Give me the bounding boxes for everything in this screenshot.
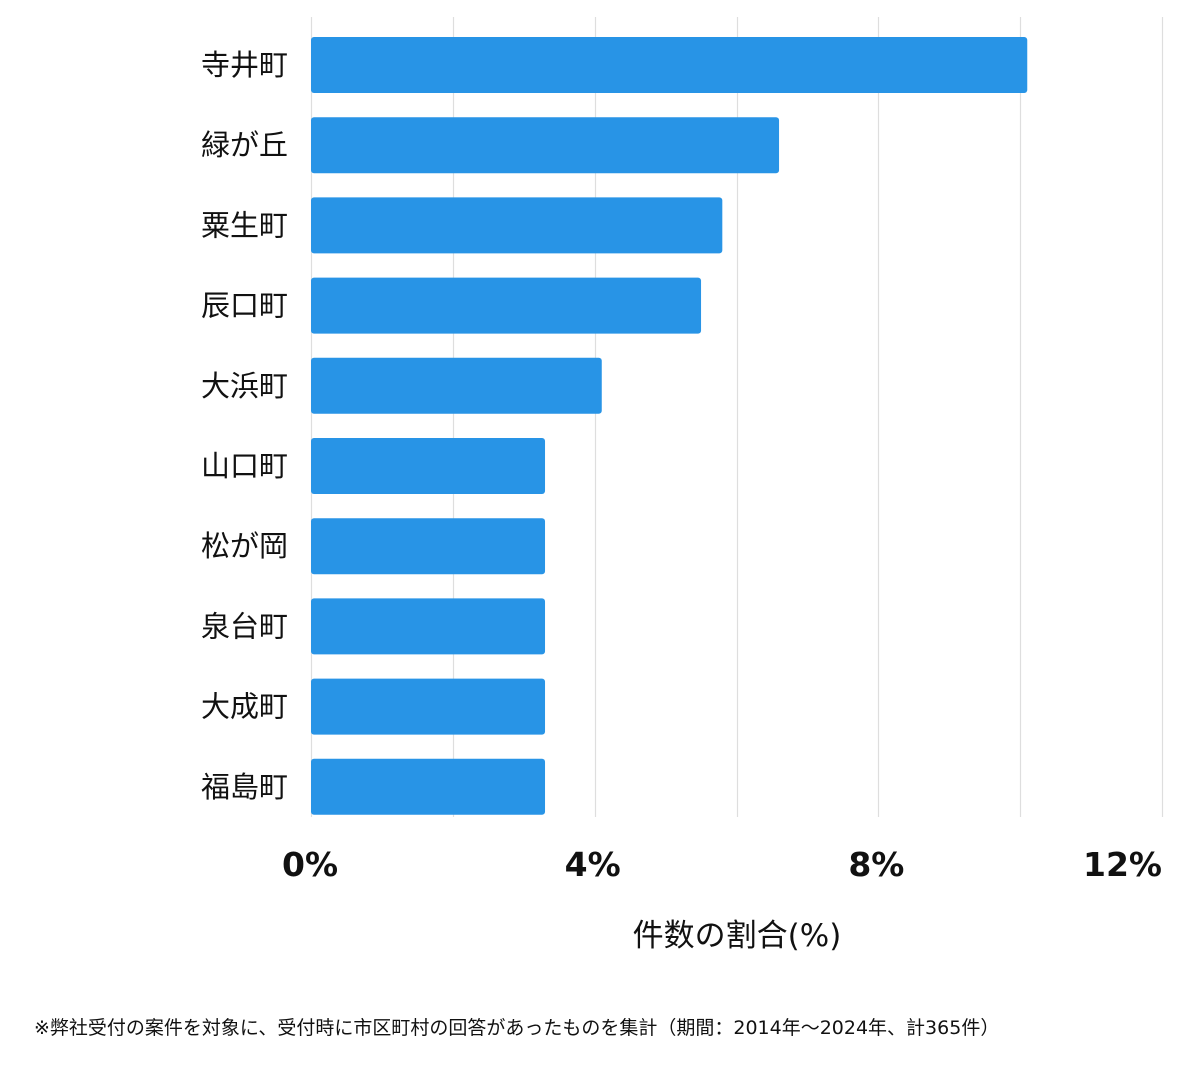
category-label: 山口町 (201, 449, 288, 483)
x-tick-label: 0% (282, 845, 338, 884)
x-tick-label: 12% (1083, 845, 1162, 884)
category-label: 大浜町 (201, 369, 288, 403)
bar (311, 117, 780, 174)
category-label: 緑が丘 (201, 128, 288, 162)
x-tick-label: 8% (848, 845, 904, 884)
category-label: 福島町 (201, 770, 288, 804)
bar (311, 758, 546, 815)
x-tick-label: 4% (565, 845, 621, 884)
bar (311, 678, 546, 735)
bar (311, 37, 1028, 93)
x-tick-labels: 0% 4% 8% 12% (282, 845, 1162, 884)
category-label: 大成町 (201, 690, 288, 724)
category-label: 松が岡 (201, 529, 288, 563)
bar (311, 197, 723, 254)
bar (311, 598, 546, 655)
bar (311, 438, 546, 494)
bar (311, 277, 702, 334)
x-axis-title: 件数の割合(%) (633, 918, 842, 954)
footnote: ※弊社受付の案件を対象に、受付時に市区町村の回答があったものを集計（期間：201… (34, 1017, 1000, 1039)
category-label: 寺井町 (201, 48, 288, 82)
category-label: 泉台町 (201, 609, 288, 643)
bar (311, 357, 602, 414)
bar (311, 518, 546, 575)
bars (311, 37, 1028, 815)
category-label: 辰口町 (201, 289, 288, 323)
category-label: 粟生町 (201, 208, 288, 242)
